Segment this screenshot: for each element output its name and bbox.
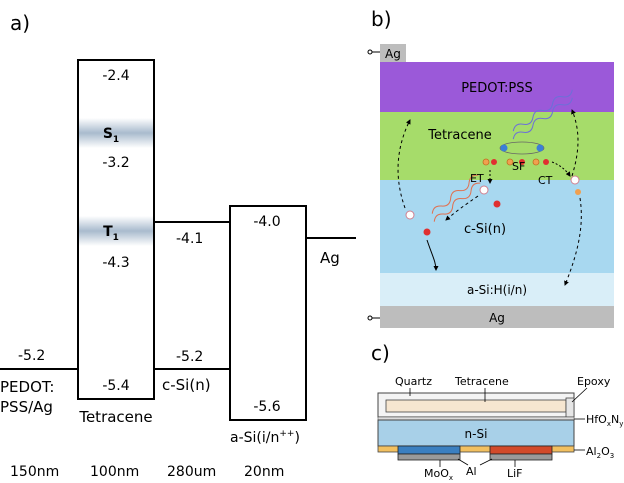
arrow-hole-up-left — [397, 119, 411, 209]
s1-label: S1 — [103, 126, 119, 145]
moox-contact — [397, 445, 461, 455]
exciton-pair-right — [532, 158, 549, 166]
panel-a-label: a) — [10, 11, 30, 35]
al-leader-right — [479, 458, 493, 466]
hfoxny-label: HfOxNy — [586, 413, 623, 428]
moox-label: MoOx — [424, 467, 453, 482]
panel-c-device-cross-section: c) n-Si Quartz Tetracene Epoxy HfOxNy Al… — [371, 341, 623, 482]
quartz-label: Quartz — [395, 375, 432, 388]
arrow-ct — [551, 161, 571, 177]
thickness-csi: 280um — [167, 464, 216, 480]
arrow-hole-up-right — [571, 109, 579, 177]
csi-bottom-value: -5.2 — [176, 349, 203, 365]
ag-bottom-terminal — [367, 315, 373, 321]
photon-wave-left-2 — [433, 182, 481, 222]
asi-layer — [380, 273, 614, 306]
tetracene-top-value: -2.4 — [102, 68, 129, 84]
asi-bottom-value: -5.6 — [253, 399, 280, 415]
thickness-pedot: 150nm — [10, 464, 59, 480]
thickness-tetracene: 100nm — [90, 464, 139, 480]
al-label: Al — [466, 465, 477, 478]
sf-label: SF — [512, 160, 525, 173]
pedot-level-value: -5.2 — [18, 348, 45, 364]
hole-csi-center — [479, 185, 489, 195]
ct-label: CT — [538, 174, 553, 187]
ag-top-terminal — [367, 49, 373, 55]
al-contact-left — [397, 453, 461, 461]
ag-top-label: Ag — [385, 47, 401, 61]
et-label: ET — [470, 172, 484, 185]
tetracene-label: Tetracene — [78, 408, 152, 426]
panel-b-label: b) — [371, 7, 392, 31]
tetracene-c-label: Tetracene — [454, 375, 509, 388]
csi-layer-label: c-Si(n) — [464, 222, 506, 237]
pedot-layer-label: PEDOT:PSS — [461, 81, 533, 96]
al-leader-left — [457, 458, 469, 466]
pedot-label-line2: PSS/Ag — [0, 398, 53, 416]
ag-top-contact — [380, 44, 406, 62]
ag-label: Ag — [320, 249, 340, 267]
tetracene-film — [385, 399, 567, 413]
s1-state-band — [79, 118, 153, 148]
photon-wave-top-2 — [512, 97, 573, 140]
triplet-exciton-left — [500, 144, 508, 152]
pedot-layer — [380, 62, 614, 112]
hole-csi-right — [570, 175, 580, 185]
al2o3-label: Al2O3 — [586, 445, 614, 460]
tetracene-layer-label: Tetracene — [427, 128, 492, 143]
panel-b-device-schematic: b) Ag PEDOT:PSS Tetracene c-Si(n) a-Si:H… — [367, 7, 614, 328]
exciton-pair-center — [506, 158, 525, 166]
lif-contact — [489, 445, 553, 455]
t1-label: T1 — [103, 224, 119, 243]
epoxy-label: Epoxy — [577, 375, 611, 388]
asi-label: a-Si(i/n++) — [230, 429, 300, 446]
exciton-loop — [499, 141, 545, 155]
asi-layer-label: a-Si:H(i/n) — [467, 283, 527, 297]
electron-csi-left — [423, 228, 431, 236]
nsi-label: n-Si — [465, 427, 488, 441]
exciton-pair-left — [482, 158, 497, 166]
t1-value: -4.3 — [102, 255, 129, 271]
exciton-csi-right — [575, 189, 581, 195]
csi-label: c-Si(n) — [162, 376, 211, 394]
tetracene-bottom-value: -5.4 — [102, 378, 129, 394]
photon-wave-top — [512, 89, 573, 132]
ag-bottom-layer — [380, 306, 614, 328]
s1-value: -3.2 — [102, 155, 129, 171]
ag-bottom-label: Ag — [489, 311, 505, 325]
thickness-asi: 20nm — [244, 464, 284, 480]
panel-a-energy-diagram: a) -5.2 PEDOT: PSS/Ag -2.4 S1 -3.2 T1 -4… — [0, 11, 356, 480]
asi-box — [229, 205, 307, 421]
arrow-hole-diagonal — [445, 195, 479, 221]
tetracene-layer — [380, 112, 614, 180]
hole-csi-left — [405, 210, 415, 220]
lif-label: LiF — [507, 467, 523, 480]
photon-wave-left — [431, 174, 479, 214]
al2o3-layer — [377, 445, 575, 453]
asi-top-value: -4.0 — [253, 214, 280, 230]
triplet-exciton-right — [536, 144, 544, 152]
al-contact-right — [489, 453, 553, 461]
arrow-electron-down-left — [426, 239, 439, 271]
epoxy-leader — [571, 387, 588, 403]
t1-state-band — [79, 216, 153, 246]
csi-top-value: -4.1 — [176, 231, 203, 247]
pedot-label-line1: PEDOT: — [0, 378, 54, 396]
electron-csi-center — [493, 200, 501, 208]
panel-c-label: c) — [371, 341, 390, 365]
